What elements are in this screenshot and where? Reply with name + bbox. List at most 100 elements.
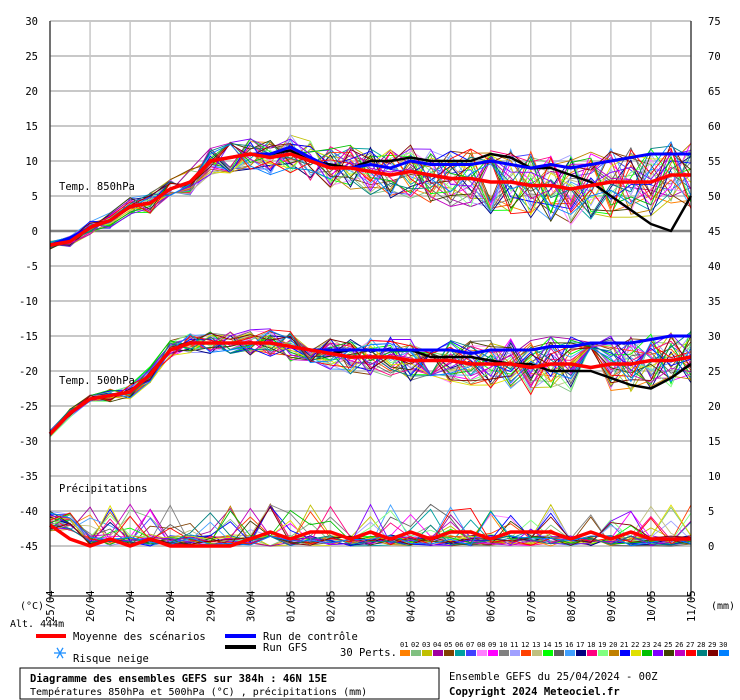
member-line-precip bbox=[49, 503, 692, 546]
member-line-850 bbox=[49, 142, 692, 250]
chart-title: Diagramme des ensembles GEFS sur 384h : … bbox=[30, 673, 327, 685]
member-legend-label: 25 bbox=[664, 641, 672, 649]
x-tick-label: 08/05 bbox=[566, 590, 578, 622]
member-legend-swatch bbox=[686, 650, 696, 656]
snowflake-icon bbox=[54, 647, 66, 659]
section-label-t850: Temp. 850hPa bbox=[59, 181, 135, 193]
member-legend-swatch bbox=[554, 650, 564, 656]
member-legend-label: 14 bbox=[543, 641, 551, 649]
x-tick-label: 02/05 bbox=[325, 590, 337, 622]
member-legend-label: 01 bbox=[400, 641, 408, 649]
member-legend-swatch bbox=[609, 650, 619, 656]
member-legend-swatch bbox=[532, 650, 542, 656]
member-legend-label: 10 bbox=[499, 641, 507, 649]
member-legend-label: 21 bbox=[620, 641, 628, 649]
member-legend: 01 02 03 04 05 06 07 08 09 10 11 12 13 14 15 16 17 18 19 20… bbox=[400, 641, 729, 656]
legend-perts-label: 30 Perts. bbox=[340, 647, 397, 659]
member-legend-label: 11 bbox=[510, 641, 518, 649]
main-series bbox=[48, 145, 693, 548]
legend-gfs-label: Run GFS bbox=[263, 642, 307, 654]
member-legend-swatch bbox=[444, 650, 454, 656]
right-tick-label: 35 bbox=[708, 296, 721, 308]
right-axis-unit: (mm) bbox=[711, 601, 735, 612]
member-line-850 bbox=[49, 143, 692, 249]
left-tick-label: -45 bbox=[19, 541, 38, 553]
member-legend-swatch bbox=[642, 650, 652, 656]
left-tick-label: 5 bbox=[32, 191, 38, 203]
member-legend-swatch bbox=[510, 650, 520, 656]
right-tick-label: 65 bbox=[708, 86, 721, 98]
left-tick-label: 0 bbox=[32, 226, 38, 238]
mean-line-850 bbox=[49, 152, 691, 247]
x-tick-label: 03/05 bbox=[366, 590, 378, 622]
member-legend-swatch bbox=[543, 650, 553, 656]
x-tick-label: 04/05 bbox=[406, 590, 418, 622]
member-legend-swatch bbox=[631, 650, 641, 656]
member-legend-label: 15 bbox=[554, 641, 562, 649]
right-tick-label: 45 bbox=[708, 226, 721, 238]
member-legend-swatch bbox=[664, 650, 674, 656]
x-tick-label: 28/04 bbox=[165, 590, 177, 622]
right-tick-label: 5 bbox=[708, 506, 714, 518]
member-legend-swatch bbox=[697, 650, 707, 656]
right-tick-label: 0 bbox=[708, 541, 714, 553]
member-legend-label: 16 bbox=[565, 641, 573, 649]
member-legend-label: 02 bbox=[411, 641, 419, 649]
section-label-precip: Précipitations bbox=[59, 483, 148, 495]
member-legend-swatch bbox=[620, 650, 630, 656]
left-tick-label: 30 bbox=[25, 16, 38, 28]
section-label-t500: Temp. 500hPa bbox=[59, 375, 135, 387]
x-tick-label: 10/05 bbox=[646, 590, 658, 622]
member-legend-label: 22 bbox=[631, 641, 639, 649]
member-legend-swatch bbox=[719, 650, 729, 656]
member-legend-swatch bbox=[466, 650, 476, 656]
member-legend-label: 06 bbox=[455, 641, 463, 649]
left-tick-label: -5 bbox=[25, 261, 38, 273]
member-legend-label: 30 bbox=[719, 641, 727, 649]
x-tick-label: 06/05 bbox=[486, 590, 498, 622]
left-tick-label: -20 bbox=[19, 366, 38, 378]
x-tick-label: 27/04 bbox=[125, 590, 137, 622]
member-line-500 bbox=[49, 328, 692, 435]
x-tick-label: 05/05 bbox=[446, 590, 458, 622]
right-tick-label: 60 bbox=[708, 121, 721, 133]
member-legend-label: 12 bbox=[521, 641, 529, 649]
member-legend-label: 23 bbox=[642, 641, 650, 649]
right-tick-label: 25 bbox=[708, 366, 721, 378]
left-tick-label: -10 bbox=[19, 296, 38, 308]
right-tick-label: 30 bbox=[708, 331, 721, 343]
left-tick-label: -15 bbox=[19, 331, 38, 343]
x-tick-label: 26/04 bbox=[85, 590, 97, 622]
member-line-850 bbox=[49, 142, 692, 248]
left-tick-label: 25 bbox=[25, 51, 38, 63]
member-legend-swatch bbox=[598, 650, 608, 656]
x-tick-label: 25/04 bbox=[45, 590, 57, 622]
right-tick-label: 15 bbox=[708, 436, 721, 448]
member-legend-label: 03 bbox=[422, 641, 430, 649]
legend-mean-label: Moyenne des scénarios bbox=[73, 631, 206, 643]
member-legend-swatch bbox=[477, 650, 487, 656]
member-line-precip bbox=[49, 504, 692, 547]
copyright: Copyright 2024 Meteociel.fr bbox=[449, 686, 620, 698]
member-legend-swatch bbox=[521, 650, 531, 656]
member-legend-label: 27 bbox=[686, 641, 694, 649]
x-tick-label: 09/05 bbox=[606, 590, 618, 622]
mean-line-500 bbox=[48, 341, 692, 436]
member-legend-swatch bbox=[455, 650, 465, 656]
left-tick-label: 20 bbox=[25, 86, 38, 98]
member-legend-swatch bbox=[675, 650, 685, 656]
right-tick-label: 40 bbox=[708, 261, 721, 273]
x-tick-label: 11/05 bbox=[686, 590, 698, 622]
member-legend-swatch bbox=[433, 650, 443, 656]
left-tick-label: 15 bbox=[25, 121, 38, 133]
right-tick-label: 50 bbox=[708, 191, 721, 203]
right-tick-label: 10 bbox=[708, 471, 721, 483]
x-tick-label: 29/04 bbox=[205, 590, 217, 622]
member-legend-swatch bbox=[708, 650, 718, 656]
x-tick-label: 07/05 bbox=[526, 590, 538, 622]
left-tick-label: -30 bbox=[19, 436, 38, 448]
left-tick-label: -25 bbox=[19, 401, 38, 413]
left-axis-unit: (°C) bbox=[20, 601, 44, 612]
member-legend-swatch bbox=[576, 650, 586, 656]
